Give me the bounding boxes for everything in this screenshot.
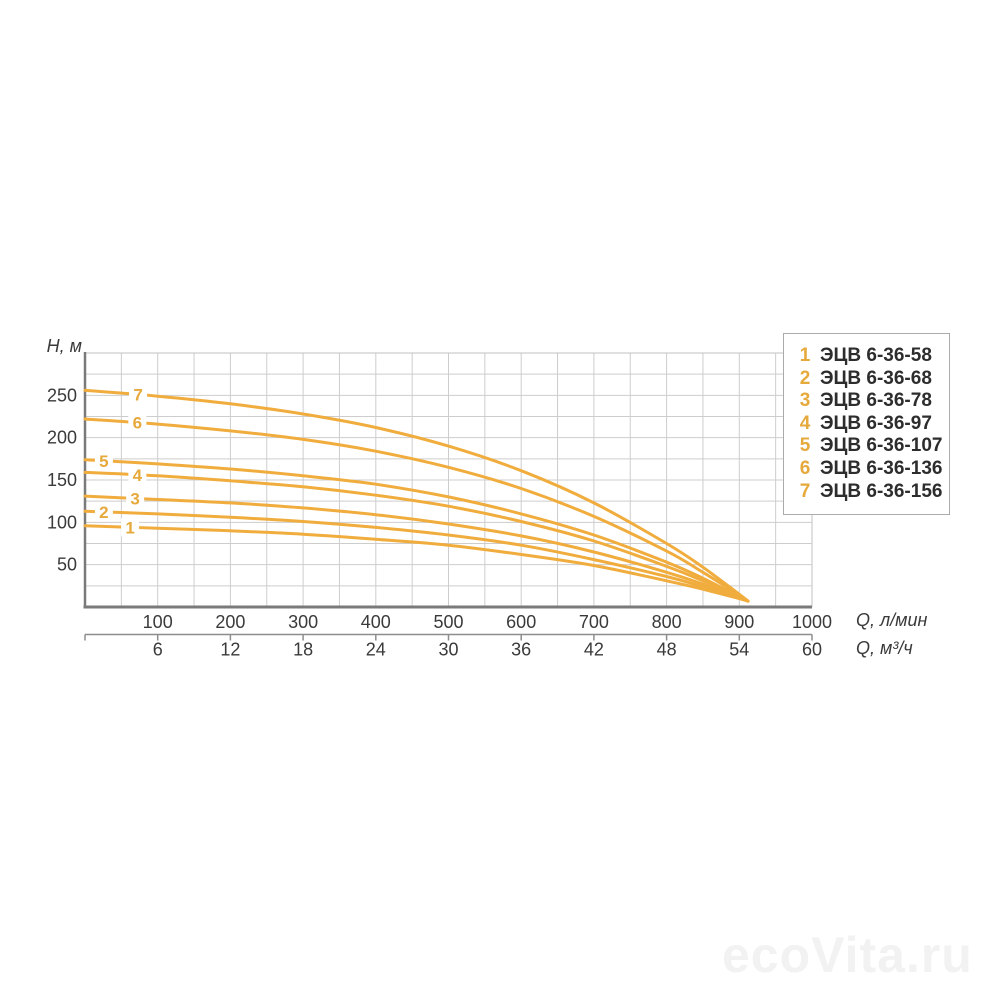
x-tick-label-lmin: 300	[288, 612, 318, 632]
x-tick-label-lmin: 700	[579, 612, 609, 632]
x-tick-label-lmin: 100	[143, 612, 173, 632]
legend-item-label: ЭЦВ 6-36-107	[820, 435, 943, 457]
x-tick-label-m3h: 54	[729, 640, 749, 660]
legend-item: 1 ЭЦВ 6-36-58	[797, 345, 949, 368]
curve-label-gap	[94, 502, 113, 521]
x-tick-label-m3h: 30	[438, 640, 458, 660]
legend-item-number: 7	[799, 480, 811, 502]
curve-label-gap	[126, 489, 145, 508]
watermark-text: ecoVita.ru	[722, 927, 973, 983]
legend-item-number: 4	[799, 412, 811, 434]
curve-label-gap	[121, 518, 140, 537]
x-axis-secondary-unit-label: Q, м³/ч	[856, 638, 913, 658]
legend-item-label: ЭЦВ 6-36-136	[820, 457, 943, 479]
curve-number-6: 6	[133, 414, 142, 433]
pump-curve-2	[83, 509, 750, 603]
x-tick-label-m3h: 6	[153, 640, 163, 660]
pump-curve-3	[83, 494, 750, 603]
x-tick-label-lmin: 900	[724, 612, 754, 632]
legend-item: 7 ЭЦВ 6-36-156	[797, 481, 949, 504]
y-tick-label: 250	[47, 385, 77, 405]
y-tick-label: 200	[47, 428, 77, 448]
x-tick-label-m3h: 36	[511, 640, 531, 660]
legend-item-label: ЭЦВ 6-36-97	[820, 412, 932, 434]
legend-item: 5 ЭЦВ 6-36-107	[797, 435, 949, 458]
curve-label-gap	[129, 385, 148, 404]
x-tick-label-m3h: 24	[366, 640, 386, 660]
y-tick-label: 100	[47, 512, 77, 532]
curve-number-5: 5	[99, 452, 108, 471]
pump-curve-7	[83, 388, 750, 603]
legend-item: 2 ЭЦВ 6-36-68	[797, 368, 949, 391]
curve-number-2: 2	[99, 503, 108, 522]
x-tick-label-m3h: 60	[802, 640, 822, 660]
curve-number-3: 3	[130, 489, 139, 508]
pump-curve-5	[83, 458, 750, 603]
curve-label-gap	[128, 465, 147, 484]
x-tick-label-m3h: 12	[220, 640, 240, 660]
curve-number-7: 7	[133, 386, 142, 405]
pump-curve-4	[83, 470, 750, 603]
curve-number-4: 4	[133, 466, 143, 485]
x-tick-label-lmin: 800	[652, 612, 682, 632]
legend-item: 4 ЭЦВ 6-36-97	[797, 413, 949, 436]
legend-item-label: ЭЦВ 6-36-68	[820, 367, 932, 389]
y-tick-label: 50	[57, 555, 77, 575]
pump-curve-6	[83, 417, 750, 603]
curve-label-gap	[94, 451, 113, 470]
x-tick-label-lmin: 400	[361, 612, 391, 632]
curve-label-gap	[128, 413, 147, 432]
x-tick-label-lmin: 600	[506, 612, 536, 632]
y-axis-unit-label: H, м	[46, 336, 82, 356]
curve-number-1: 1	[125, 518, 134, 537]
legend-item: 3 ЭЦВ 6-36-78	[797, 390, 949, 413]
legend-item-number: 1	[799, 345, 811, 366]
x-tick-label-lmin: 200	[215, 612, 245, 632]
y-tick-label: 150	[47, 470, 77, 490]
legend-item-number: 6	[799, 457, 811, 479]
pump-curve-1	[83, 524, 750, 603]
x-tick-label-lmin: 1000	[792, 612, 832, 632]
x-tick-label-m3h: 48	[657, 640, 677, 660]
x-tick-label-lmin: 500	[433, 612, 463, 632]
legend-item-number: 2	[799, 367, 811, 389]
x-tick-label-m3h: 42	[584, 640, 604, 660]
x-tick-label-m3h: 18	[293, 640, 313, 660]
legend-box: 1 ЭЦВ 6-36-58 2 ЭЦВ 6-36-68 3 ЭЦВ 6-36-78 4 ЭЦВ…	[783, 333, 950, 515]
legend-item: 6 ЭЦВ 6-36-136	[797, 458, 949, 481]
legend-item-label: ЭЦВ 6-36-58	[820, 345, 932, 366]
x-axis-primary-unit-label: Q, л/мин	[856, 610, 928, 630]
legend-item-label: ЭЦВ 6-36-78	[820, 390, 932, 412]
legend-item-number: 5	[799, 435, 811, 457]
legend-item-label: ЭЦВ 6-36-156	[820, 480, 943, 502]
legend-item-number: 3	[799, 390, 811, 412]
